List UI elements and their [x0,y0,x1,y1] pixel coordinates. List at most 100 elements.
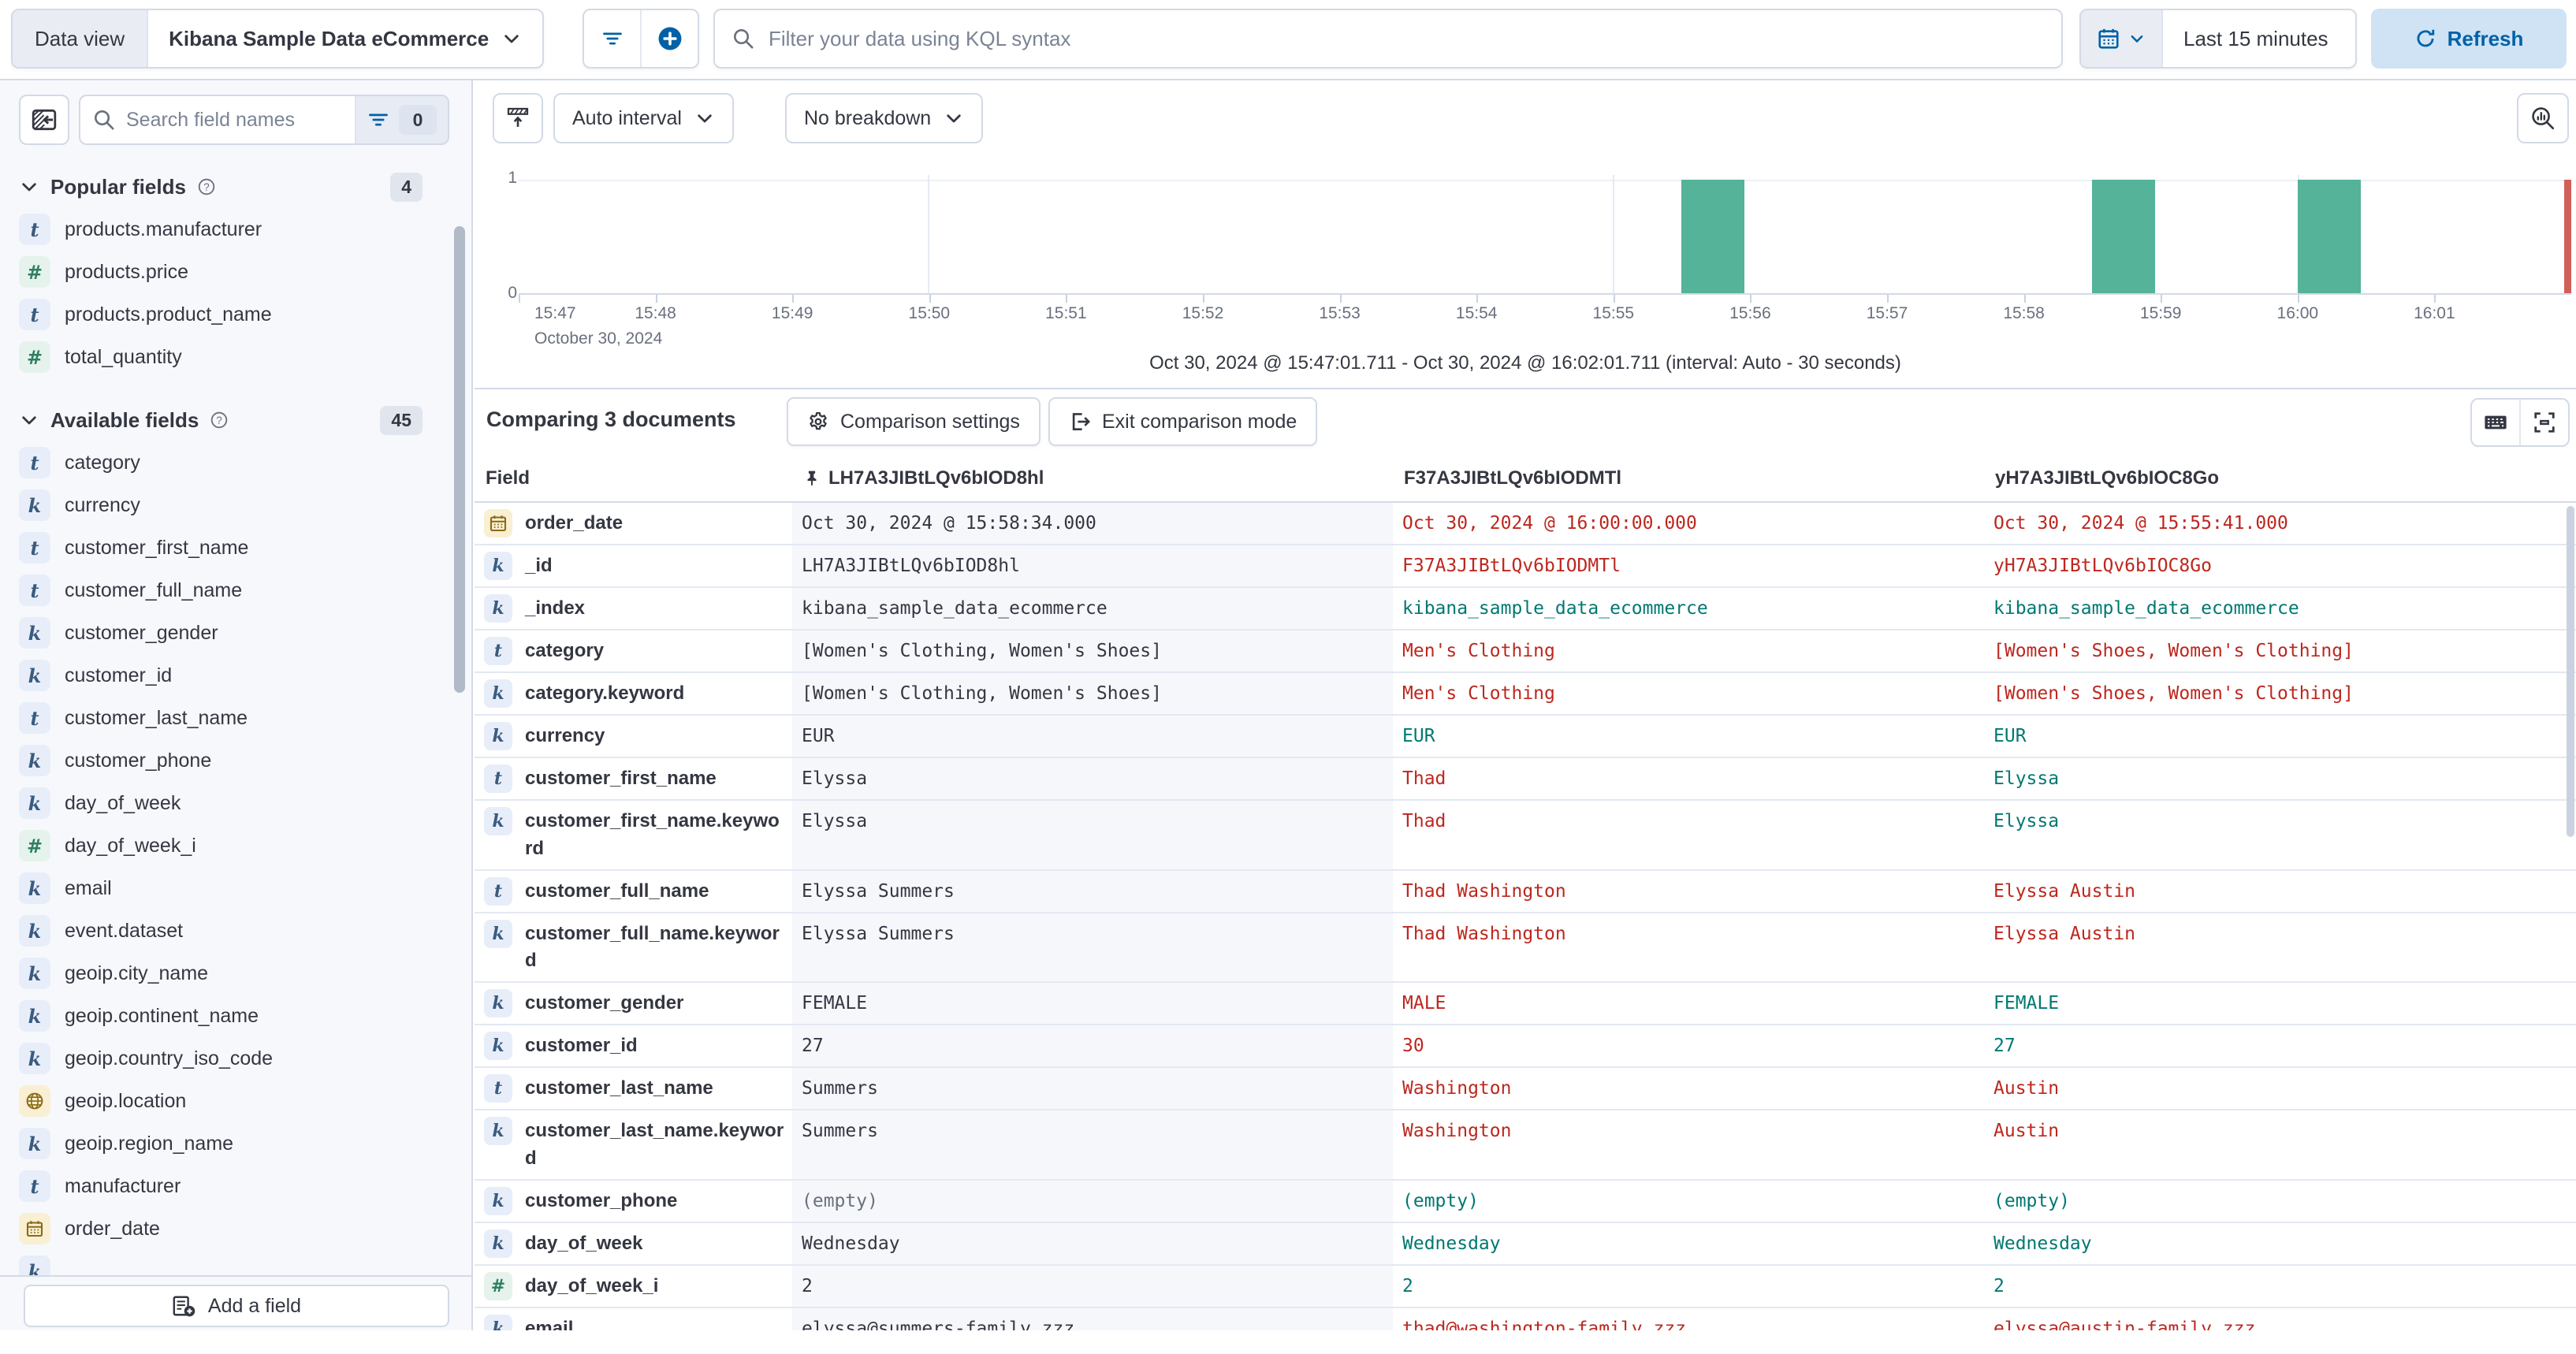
field-cell: k day_of_week [475,1223,792,1264]
field-name: customer_last_name.keyword [525,1120,784,1169]
keyword-field-icon: k [19,1128,50,1159]
data-view-picker[interactable]: Data view Kibana Sample Data eCommerce [11,9,545,69]
field-list-item[interactable]: order_date [0,1207,454,1250]
doc-column-header: F37A3JIBtLQv6bIODMTl [1393,467,1984,489]
keyword-field-icon: k [19,660,50,691]
time-range-value[interactable]: Last 15 minutes [2183,26,2328,50]
field-list-item[interactable]: t products.manufacturer [0,208,454,251]
refresh-button[interactable]: Refresh [2371,9,2567,69]
grid-display-controls [2470,398,2570,447]
table-scrollbar[interactable] [2567,506,2574,837]
field-list-item[interactable]: k geoip.city_name [0,952,454,995]
comparison-cell: yH7A3JIBtLQv6bIOC8Go [1993,556,2212,576]
kql-search-bar[interactable] [713,9,2063,69]
histogram-bar[interactable] [2297,180,2361,293]
keyword-field-icon: k [484,1229,512,1258]
field-list-item[interactable]: t category [0,441,454,484]
field-list-item[interactable]: k customer_gender [0,612,454,654]
keyword-field-icon: k [19,489,50,521]
data-view-selected[interactable]: Kibana Sample Data eCommerce [148,27,542,51]
keyboard-shortcuts-button[interactable] [2472,400,2519,445]
field-list-item[interactable]: t customer_last_name [0,697,454,739]
field-list-item[interactable]: # total_quantity [0,336,454,378]
comparison-cell: Oct 30, 2024 @ 16:00:00.000 [1402,513,1697,534]
keyword-field-icon: k [19,617,50,649]
sidebar-scrollbar[interactable] [454,226,465,693]
comparison-cell: (empty) [1402,1190,1479,1211]
field-cell: k category.keyword [475,673,792,714]
filter-button[interactable] [584,10,640,67]
field-search-box[interactable]: 0 [79,95,449,145]
field-cell: order_date [475,503,792,544]
collapse-sidebar-button[interactable] [19,95,69,145]
collapse-panel-icon [31,106,58,133]
field-list-item[interactable]: k geoip.continent_name [0,995,454,1037]
field-list-item[interactable]: geoip.location [0,1080,454,1122]
field-name: geoip.country_iso_code [65,1047,274,1069]
edit-visualization-button[interactable] [2517,93,2569,143]
comparison-cell: F37A3JIBtLQv6bIODMTl [1402,556,1621,576]
axis-tick [1339,295,1342,303]
field-list-item[interactable]: k geoip.region_name [0,1122,454,1165]
available-fields-header[interactable]: Available fields ? 45 [0,402,454,438]
comparison-cell: [Women's Clothing, Women's Shoes] [792,673,1393,714]
field-list-item[interactable]: k geoip.country_iso_code [0,1037,454,1080]
field-search-input[interactable] [125,107,355,132]
field-list-item[interactable]: # products.price [0,251,454,293]
breakdown-dropdown[interactable]: No breakdown [785,93,984,143]
filter-icon [601,28,624,50]
field-list-item[interactable]: k customer_phone [0,739,454,782]
divider [475,388,2576,389]
field-list-item[interactable]: k event.dataset [0,909,454,952]
field-name: customer_last_name [65,706,248,729]
add-filter-button[interactable] [640,10,698,67]
table-row: k currency EUR EUR EUR [475,716,2576,758]
field-name: _index [525,597,586,619]
add-field-icon [172,1294,195,1318]
field-list-item[interactable]: t customer_first_name [0,526,454,569]
histogram-bar[interactable] [2091,180,2155,293]
date-field-icon [19,1213,50,1244]
comparison-cell: Men's Clothing [1402,641,1555,661]
svg-text:?: ? [217,415,223,426]
field-list-item[interactable]: k currency [0,484,454,526]
histogram-plot[interactable] [519,175,2571,295]
axis-tick [2434,295,2436,303]
comparison-cell: Thad [1402,768,1446,789]
field-filter-button[interactable]: 0 [355,96,448,143]
comparison-cell: Elyssa Summers [792,913,1393,982]
comparison-cell: [Women's Clothing, Women's Shoes] [792,631,1393,671]
exit-comparison-button[interactable]: Exit comparison mode [1048,397,1318,446]
calendar-menu-button[interactable] [2081,10,2163,67]
number-field-icon: # [19,341,50,373]
histogram-bar[interactable] [1681,180,1744,293]
axis-tick [1613,295,1615,303]
field-list-item[interactable]: k email [0,867,454,909]
comparison-settings-button[interactable]: Comparison settings [787,397,1040,446]
x-axis-date-label: October 30, 2024 [534,329,663,348]
field-list-item[interactable]: # day_of_week_i [0,824,454,867]
field-list-item[interactable]: t manufacturer [0,1165,454,1207]
add-field-button[interactable]: Add a field [24,1285,449,1327]
field-name: email [65,876,112,899]
field-list-item[interactable]: t customer_full_name [0,569,454,612]
popular-fields-header[interactable]: Popular fields ? 4 [0,169,454,205]
chart-time-range-caption: Oct 30, 2024 @ 15:47:01.711 - Oct 30, 20… [1149,352,1901,374]
field-list-item[interactable]: k day_of_week [0,782,454,824]
field-name: customer_full_name [525,880,709,902]
axis-tick [2023,295,2026,303]
x-axis: October 30, 2024 15:47 15:48 15:49 15:50 15:… [519,295,2571,348]
interval-dropdown[interactable]: Auto interval [553,93,734,143]
geopoint-field-icon [19,1085,50,1117]
lens-magnifier-icon [2530,106,2556,131]
time-range-picker[interactable]: Last 15 minutes [2079,9,2357,69]
field-list-item[interactable]: t products.product_name [0,293,454,336]
field-list-item[interactable]: k customer_id [0,654,454,697]
table-row: k customer_phone (empty) (empty) (empty) [475,1180,2576,1223]
fullscreen-button[interactable] [2519,400,2568,445]
field-cell: # day_of_week_i [475,1266,792,1307]
hide-chart-button[interactable] [493,93,543,143]
keyword-field-icon: k [484,679,512,708]
kql-search-input[interactable] [767,25,2044,52]
field-cell: k customer_id [475,1025,792,1066]
